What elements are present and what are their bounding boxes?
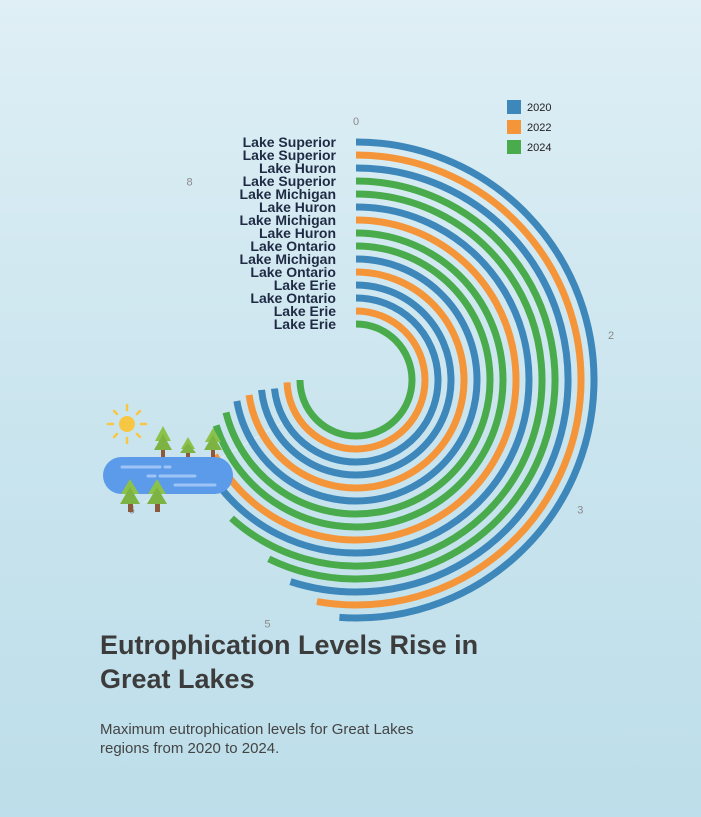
legend-item-2024[interactable]: 2024 [507, 140, 551, 154]
radial-bar-12[interactable] [270, 294, 442, 466]
radial-bar-10[interactable] [245, 268, 468, 492]
category-label-0: Lake Superior [243, 134, 337, 150]
radial-bars [211, 138, 598, 622]
category-label-2: Lake Huron [259, 160, 336, 176]
radial-bar-8[interactable] [222, 242, 494, 518]
category-label-7: Lake Huron [259, 225, 336, 241]
legend-swatch-2024 [507, 140, 521, 154]
tick-label-3: 5 [264, 618, 270, 630]
pine-tree-icon [154, 426, 172, 457]
title-block: Eutrophication Levels Rise in Great Lake… [100, 628, 520, 758]
chart-title: Eutrophication Levels Rise in Great Lake… [100, 630, 479, 694]
legend-label-2024: 2024 [527, 142, 551, 154]
tick-label-5: 8 [186, 177, 192, 189]
pine-tree-icon [204, 428, 222, 457]
radial-bar-4[interactable] [229, 190, 546, 570]
radial-bar-11[interactable] [258, 281, 455, 479]
category-label-11: Lake Erie [274, 277, 336, 293]
legend-label-2022: 2022 [527, 122, 551, 134]
category-label-12: Lake Ontario [250, 290, 336, 306]
legend-item-2020[interactable]: 2020 [507, 100, 551, 114]
legend-swatch-2020 [507, 100, 521, 114]
lake-icon [103, 457, 233, 494]
radial-bar-9[interactable] [233, 255, 481, 505]
category-label-9: Lake Michigan [240, 251, 336, 267]
radial-bar-0[interactable] [339, 138, 598, 622]
radial-bar-7[interactable] [212, 229, 507, 531]
radial-bar-2[interactable] [289, 164, 572, 596]
legend-swatch-2022 [507, 120, 521, 134]
tick-label-1: 2 [608, 330, 614, 342]
sun-icon [106, 403, 148, 445]
category-label-6: Lake Michigan [240, 212, 336, 228]
category-label-3: Lake Superior [243, 173, 337, 189]
category-label-4: Lake Michigan [240, 186, 336, 202]
radial-bar-3[interactable] [267, 177, 559, 583]
category-label-1: Lake Superior [243, 147, 337, 163]
pine-tree-icon [120, 479, 140, 512]
legend-item-2022[interactable]: 2022 [507, 120, 551, 134]
pine-tree-icon [180, 437, 196, 457]
chart-subtitle: Maximum eutrophication levels for Great … [100, 721, 414, 757]
pine-tree-icon [147, 479, 167, 512]
category-label-10: Lake Ontario [250, 264, 336, 280]
lake-illustration [103, 403, 233, 512]
legend: 2020 2022 2024 [507, 100, 551, 154]
category-label-13: Lake Erie [274, 303, 336, 319]
radial-bar-14[interactable] [296, 320, 416, 440]
radial-bar-13[interactable] [283, 307, 429, 453]
category-label-5: Lake Huron [259, 199, 336, 215]
category-label-8: Lake Ontario [250, 238, 336, 254]
radial-bar-1[interactable] [316, 151, 585, 609]
radial-bar-5[interactable] [213, 203, 533, 557]
radial-bar-6[interactable] [211, 216, 520, 544]
legend-label-2020: 2020 [527, 102, 551, 114]
tick-label-2: 3 [577, 505, 583, 517]
category-label-14: Lake Erie [274, 316, 336, 332]
tick-label-0: 0 [353, 116, 359, 128]
